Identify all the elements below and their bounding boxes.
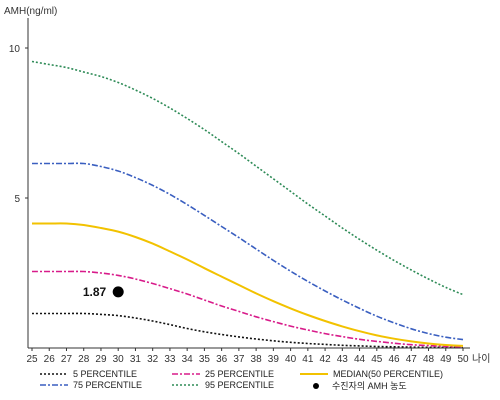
x-tick-label: 49	[440, 354, 452, 365]
x-tick-label: 29	[95, 354, 107, 365]
x-tick-label: 46	[388, 354, 400, 365]
series-layer	[31, 60, 464, 349]
x-tick-label: 25	[26, 354, 38, 365]
y-tick-label: 5	[14, 194, 20, 205]
legend-label: MEDIAN(50 PERCENTILE)	[333, 369, 443, 379]
x-tick-label: 37	[233, 354, 245, 365]
x-axis-title: 나이	[472, 353, 490, 365]
y-tick-label: 10	[9, 44, 21, 55]
x-tick-label: 30	[113, 354, 125, 365]
x-tick-label: 40	[285, 354, 297, 365]
x-tick-label: 27	[61, 354, 73, 365]
legend-label: 5 PERCENTILE	[73, 369, 137, 379]
x-tick-label: 41	[302, 354, 314, 365]
x-tick-label: 43	[337, 354, 349, 365]
x-tick-label: 45	[371, 354, 383, 365]
patient-amh-value: 1.87	[83, 285, 107, 299]
legend-label: 75 PERCENTILE	[73, 380, 142, 390]
x-tick-label: 33	[164, 354, 176, 365]
legend-marker-swatch	[313, 383, 319, 389]
x-tick-label: 44	[354, 354, 366, 365]
x-tick-label: 50	[457, 354, 469, 365]
x-tick-label: 26	[44, 354, 56, 365]
x-tick-label: 34	[182, 354, 194, 365]
y-axis-title: AMH(ng/ml)	[4, 6, 57, 17]
x-tick-label: 35	[199, 354, 211, 365]
x-tick-label: 47	[406, 354, 418, 365]
series-line-3	[31, 60, 464, 296]
x-tick-label: 39	[268, 354, 280, 365]
axes-layer: 25 26 27 28 29 30 31 32 33 34 35 36 37 38 39 40 41 42 43 44…	[9, 18, 470, 365]
legend: 5 PERCENTILE 25 PERCENTILE MEDIAN(50 PERCE…	[40, 369, 443, 391]
x-tick-label: 31	[130, 354, 142, 365]
series-line-4	[32, 222, 464, 347]
x-tick-label: 36	[216, 354, 228, 365]
x-tick-label: 42	[320, 354, 332, 365]
patient-amh-marker	[112, 286, 124, 298]
x-tick-label: 28	[78, 354, 90, 365]
legend-marker-label: 수진자의 AMH 농도	[332, 381, 407, 391]
series-line-2	[31, 270, 464, 348]
legend-label: 25 PERCENTILE	[205, 369, 274, 379]
series-line-1	[32, 162, 464, 341]
series-line-0	[32, 312, 464, 349]
marker-layer: 1.87	[83, 285, 124, 299]
x-tick-label: 32	[147, 354, 159, 365]
x-tick-label: 48	[423, 354, 435, 365]
x-tick-label: 38	[251, 354, 263, 365]
legend-label: 95 PERCENTILE	[205, 380, 274, 390]
